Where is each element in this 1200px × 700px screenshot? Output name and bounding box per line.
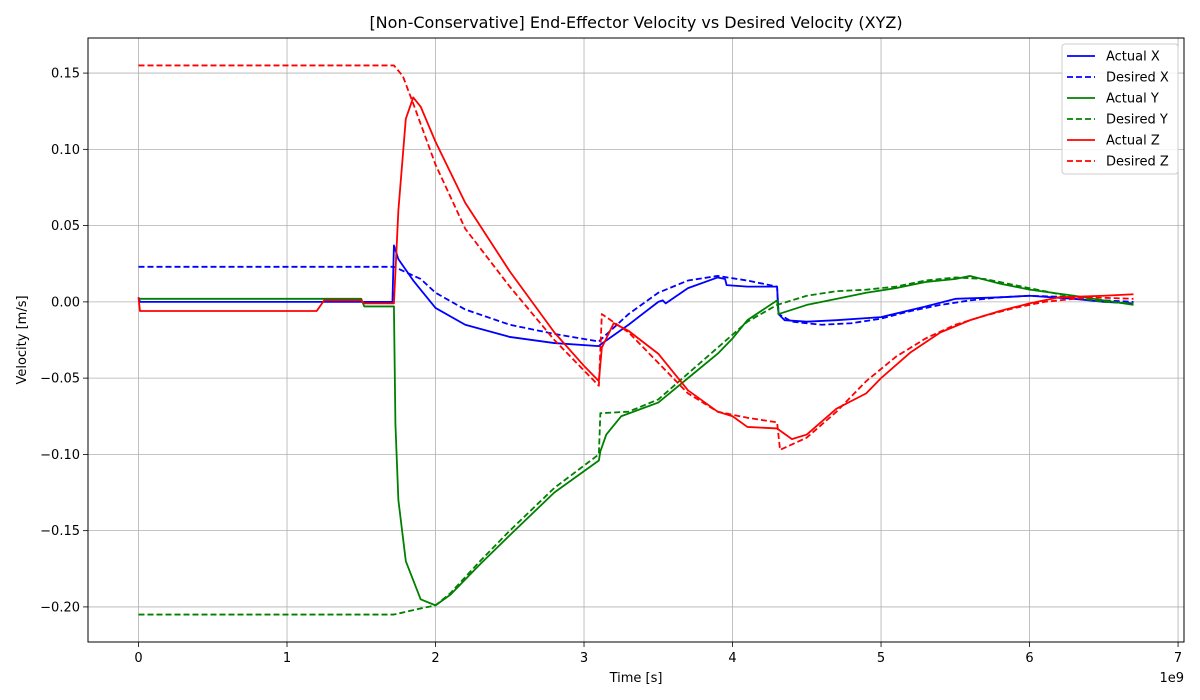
legend-label-actual-x: Actual X — [1106, 50, 1160, 65]
y-tick-label: 0.05 — [51, 219, 80, 234]
y-tick-label: 0.10 — [51, 143, 80, 158]
y-axis-label: Velocity [m/s] — [15, 295, 30, 384]
series-line-actual-y — [138, 275, 1134, 607]
series-line-desired-z — [138, 64, 1134, 451]
x-tick-label: 4 — [728, 651, 736, 666]
legend-label-actual-y: Actual Y — [1106, 92, 1159, 107]
x-tick-label: 6 — [1025, 651, 1033, 666]
series-group — [137, 64, 1134, 616]
x-tick-label: 0 — [134, 651, 142, 666]
y-tick-label: −0.20 — [40, 600, 80, 615]
legend-label-desired-y: Desired Y — [1106, 113, 1168, 128]
series-line-actual-z — [137, 96, 1134, 441]
x-tick-label: 5 — [877, 651, 885, 666]
legend-label-desired-x: Desired X — [1106, 71, 1169, 86]
x-tick-label: 1 — [283, 651, 291, 666]
y-tick-label: 0.00 — [51, 295, 80, 310]
legend-label-desired-z: Desired Z — [1106, 155, 1169, 170]
plot-frame — [87, 37, 1185, 643]
y-tick-label: −0.15 — [40, 524, 80, 539]
x-tick-label: 2 — [431, 651, 439, 666]
legend: Actual X Desired X Actual Y Desired Y Actual… — [1061, 43, 1179, 175]
series-line-desired-y — [138, 276, 1134, 616]
y-tick-label: −0.10 — [40, 448, 80, 463]
x-axis-offset-label: 1e9 — [1159, 671, 1184, 686]
x-tick-label: 3 — [580, 651, 588, 666]
legend-label-actual-z: Actual Z — [1106, 134, 1160, 149]
x-tick-label: 7 — [1174, 651, 1182, 666]
y-tick-label: −0.05 — [40, 372, 80, 387]
series-line-actual-x — [137, 244, 1134, 347]
x-axis-label: Time [s] — [609, 671, 663, 686]
axis-ticks: 0 1 2 3 4 5 6 7 −0.20 −0.15 −0.10 −0.05 0.00 0.05 0.10… — [40, 67, 1182, 666]
y-tick-label: 0.15 — [51, 67, 80, 82]
series-line-desired-x — [138, 265, 1134, 343]
chart-title: [Non-Conservative] End-Effector Velocity… — [369, 13, 902, 32]
